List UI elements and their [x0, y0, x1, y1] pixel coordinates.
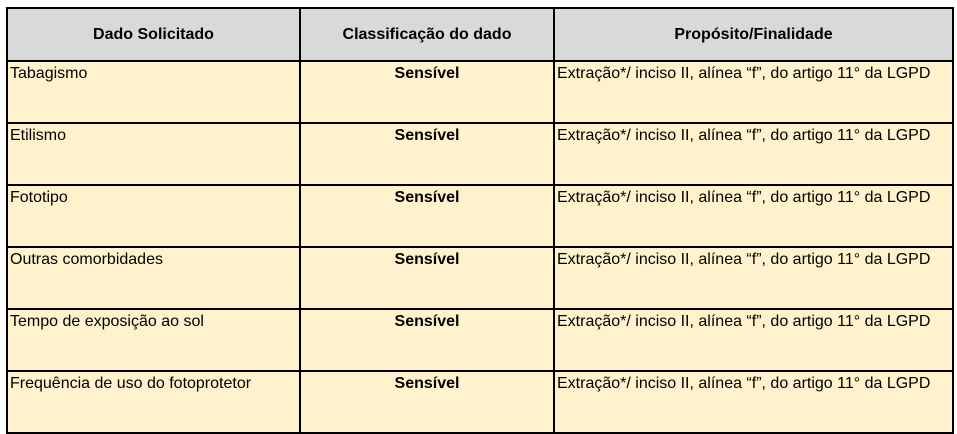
cell-proposito: Extração*/ inciso II, alínea “f”, do art…: [553, 184, 954, 248]
cell-dado: Tabagismo: [6, 60, 301, 124]
cell-proposito: Extração*/ inciso II, alínea “f”, do art…: [553, 122, 954, 186]
table-row: Fototipo Sensível Extração*/ inciso II, al…: [6, 184, 954, 248]
cell-dado: Etilismo: [6, 122, 301, 186]
table-row: Etilismo Sensível Extração*/ inciso II, al…: [6, 122, 954, 186]
cell-dado: Outras comorbidades: [6, 246, 301, 310]
table-row: Frequência de uso do fotoprotetor Sensíve…: [6, 370, 954, 434]
header-classificacao: Classificação do dado: [299, 7, 555, 62]
cell-dado: Frequência de uso do fotoprotetor: [6, 370, 301, 434]
cell-classificacao: Sensível: [299, 308, 555, 372]
table-row: Tempo de exposição ao sol Sensível Extraçã…: [6, 308, 954, 372]
cell-classificacao: Sensível: [299, 60, 555, 124]
cell-dado: Tempo de exposição ao sol: [6, 308, 301, 372]
header-dado-solicitado: Dado Solicitado: [6, 7, 301, 62]
cell-classificacao: Sensível: [299, 246, 555, 310]
cell-proposito: Extração*/ inciso II, alínea “f”, do art…: [553, 370, 954, 434]
cell-proposito: Extração*/ inciso II, alínea “f”, do art…: [553, 60, 954, 124]
table-row: Tabagismo Sensível Extração*/ inciso II, a…: [6, 60, 954, 124]
table-row: Outras comorbidades Sensível Extração*/ in…: [6, 246, 954, 310]
cell-classificacao: Sensível: [299, 370, 555, 434]
header-proposito: Propósito/Finalidade: [553, 7, 954, 62]
cell-proposito: Extração*/ inciso II, alínea “f”, do art…: [553, 246, 954, 310]
cell-classificacao: Sensível: [299, 184, 555, 248]
cell-classificacao: Sensível: [299, 122, 555, 186]
data-classification-table: Dado Solicitado Classificação do dado Pr…: [6, 7, 954, 434]
cell-proposito: Extração*/ inciso II, alínea “f”, do art…: [553, 308, 954, 372]
cell-dado: Fototipo: [6, 184, 301, 248]
table-header-row: Dado Solicitado Classificação do dado Pr…: [6, 7, 954, 62]
